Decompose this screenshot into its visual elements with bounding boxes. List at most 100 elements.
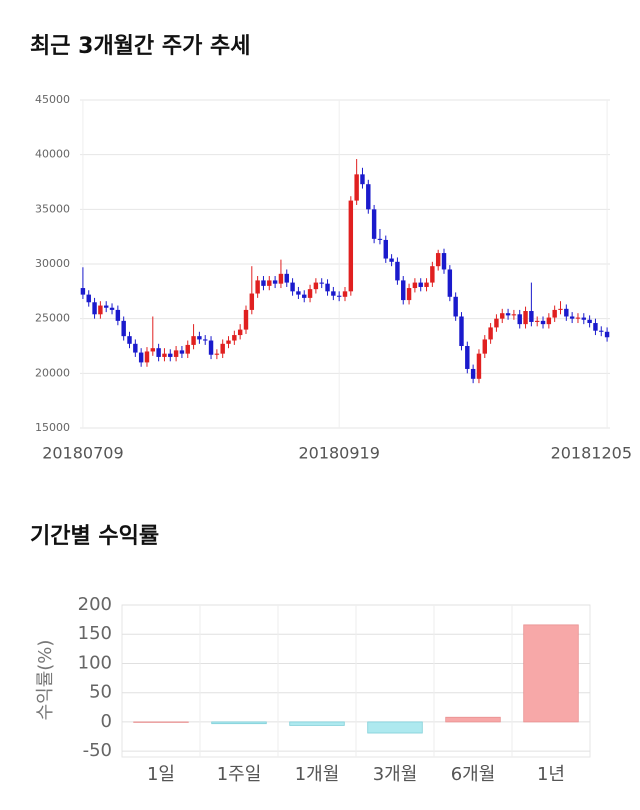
candle-body — [255, 280, 260, 294]
candle-body — [430, 266, 435, 283]
candle-body — [138, 352, 144, 363]
candle-body — [354, 174, 359, 201]
candle-body — [418, 282, 423, 287]
chart-title: 최근 3개월간 주가 추세 — [30, 34, 250, 59]
y-tick-label: 100 — [78, 652, 112, 673]
y-tick-label: 35000 — [35, 202, 70, 215]
candle-body — [197, 336, 202, 340]
candle-body — [575, 317, 581, 319]
candle-body — [220, 343, 225, 354]
candle-body — [168, 353, 173, 357]
candle-body — [109, 307, 115, 310]
candle-body — [366, 184, 371, 210]
candle-body — [494, 318, 499, 328]
y-tick-label: 45000 — [35, 93, 70, 106]
bar — [367, 721, 423, 734]
y-tick-label: 20000 — [35, 366, 70, 379]
x-tick-label: 20180919 — [298, 444, 379, 463]
candle-body — [470, 368, 476, 379]
candle-body — [336, 295, 342, 297]
x-tick-label: 6개월 — [451, 764, 496, 785]
candle-body — [226, 340, 231, 344]
candle-body — [319, 282, 324, 284]
candle-body — [243, 309, 249, 330]
candle-body — [92, 302, 97, 315]
candle-body — [558, 308, 563, 310]
y-tick-label: 0 — [101, 711, 112, 732]
candle-body — [185, 344, 190, 354]
candle-body — [121, 320, 126, 337]
candle-body — [581, 317, 587, 320]
candle-body — [383, 239, 388, 259]
y-tick-label: 200 — [78, 594, 112, 615]
y-axis-label: 수익률(%) — [35, 640, 56, 721]
x-tick-label: 20180709 — [42, 444, 123, 463]
candle-body — [552, 309, 557, 318]
candle-body — [203, 339, 208, 341]
candle-body — [505, 313, 511, 316]
candle-body — [302, 294, 307, 298]
candle-body — [569, 316, 575, 319]
chart-title: 기간별 수익률 — [30, 524, 159, 549]
x-tick-label: 1개월 — [295, 764, 340, 785]
candle-body — [267, 280, 272, 286]
candle-body — [599, 330, 604, 332]
candle-body — [214, 353, 220, 355]
candle-body — [453, 296, 458, 317]
y-tick-label: -50 — [83, 740, 112, 761]
candle-body — [115, 309, 121, 321]
candle-body — [162, 353, 167, 357]
y-tick-label: 25000 — [35, 312, 70, 325]
candle-body — [389, 258, 394, 262]
candle-body — [179, 350, 185, 354]
candle-body — [500, 313, 505, 319]
candle-body — [249, 293, 255, 310]
candle-body — [156, 348, 161, 357]
candle-body — [406, 288, 412, 301]
bar — [133, 721, 189, 723]
x-tick-label: 1일 — [147, 764, 175, 785]
candle-body — [424, 282, 429, 287]
candle-body — [86, 294, 91, 303]
candle-body — [278, 273, 284, 284]
candle-body — [465, 346, 470, 369]
candle-body — [517, 314, 522, 325]
candle-body — [401, 280, 406, 301]
y-tick-label: 150 — [78, 623, 112, 644]
candle-body — [80, 288, 86, 295]
candle-body — [593, 323, 598, 331]
y-tick-label: 15000 — [35, 421, 70, 434]
candle-body — [564, 308, 569, 317]
candle-body — [459, 316, 464, 346]
candle-body — [488, 327, 493, 340]
candle-body — [133, 343, 138, 353]
y-tick-label: 40000 — [35, 148, 70, 161]
candle-body — [360, 174, 365, 185]
candle-body — [476, 353, 482, 379]
x-tick-label: 1주일 — [217, 764, 262, 785]
candle-body — [313, 282, 319, 290]
candle-body — [412, 282, 418, 289]
candle-body — [284, 273, 289, 283]
candle-body — [435, 253, 441, 267]
candle-body — [150, 348, 156, 352]
candle-body — [546, 317, 552, 325]
candle-body — [103, 305, 109, 308]
candle-body — [377, 238, 383, 240]
candle-body — [395, 261, 400, 281]
candle-body — [342, 291, 348, 297]
bar — [289, 721, 345, 726]
candle-body — [272, 280, 278, 284]
x-tick-label: 3개월 — [373, 764, 418, 785]
candle-body — [604, 331, 610, 338]
candle-body — [540, 320, 546, 325]
x-tick-label: 20181205 — [551, 444, 632, 463]
candle-body — [237, 329, 243, 336]
candle-body — [447, 269, 453, 297]
x-tick-label: 1년 — [537, 764, 565, 785]
candle-body — [325, 283, 330, 292]
candle-body — [307, 289, 313, 298]
bar — [211, 721, 267, 725]
candle-body — [127, 336, 132, 344]
